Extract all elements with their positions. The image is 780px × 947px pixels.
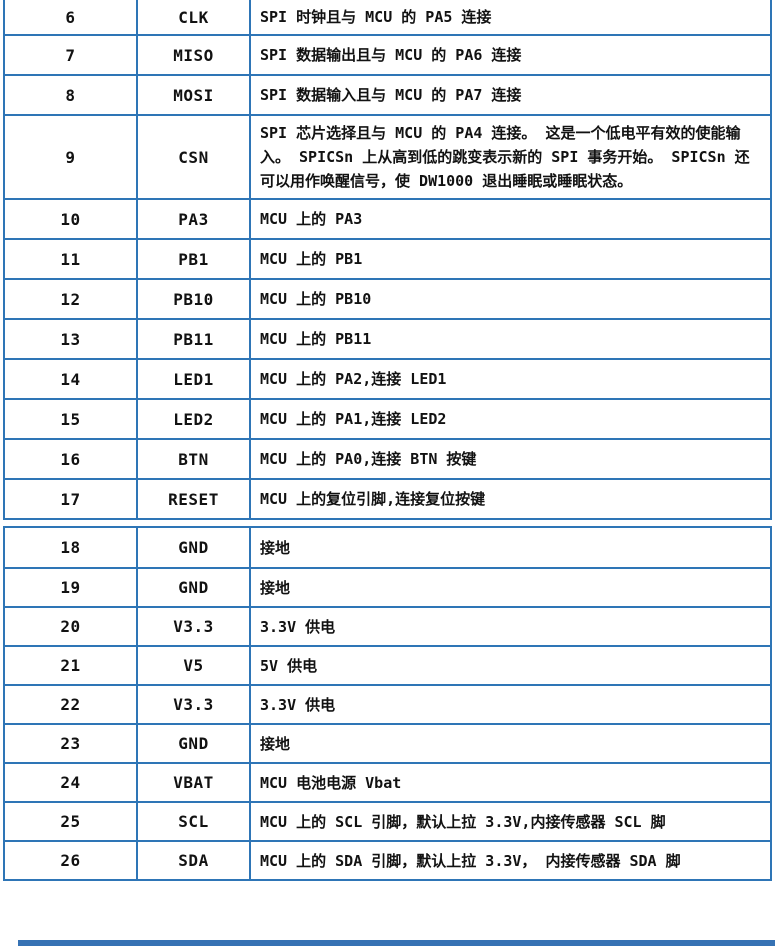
- table-row: 17 RESET MCU 上的复位引脚,连接复位按键: [5, 478, 770, 518]
- pin-number-cell: 9: [65, 147, 76, 167]
- pin-number-cell: 23: [60, 734, 81, 753]
- pin-description-cell: MCU 上的 PB11: [249, 320, 770, 358]
- table-row: 22 V3.3 3.3V 供电: [5, 684, 770, 723]
- table-row: 8 MOSI SPI 数据输入且与 MCU 的 PA7 连接: [5, 74, 770, 114]
- pin-description-cell: MCU 上的 SCL 引脚，默认上拉 3.3V,内接传感器 SCL 脚: [249, 803, 770, 840]
- pin-number-cell: 7: [65, 45, 76, 65]
- table-row: 25 SCL MCU 上的 SCL 引脚，默认上拉 3.3V,内接传感器 SCL…: [5, 801, 770, 840]
- pin-description-cell: SPI 时钟且与 MCU 的 PA5 连接: [249, 0, 770, 34]
- pin-description-cell: MCU 上的复位引脚,连接复位按键: [249, 480, 770, 518]
- pin-description-cell: MCU 上的 PA3: [249, 200, 770, 238]
- pin-number-cell: 16: [60, 449, 81, 469]
- pin-name-cell: GND: [136, 569, 249, 606]
- pin-name-cell: GND: [136, 528, 249, 567]
- pin-table-lower-section: 18 GND 接地 19 GND 接地 20 V3.3 3.3V 供电 21 V…: [3, 526, 772, 881]
- table-row: 13 PB11 MCU 上的 PB11: [5, 318, 770, 358]
- pin-description-cell: MCU 电池电源 Vbat: [249, 764, 770, 801]
- pin-name-cell: RESET: [136, 480, 249, 518]
- pin-table-upper-section: 6 CLK SPI 时钟且与 MCU 的 PA5 连接 7 MISO SPI 数…: [3, 0, 772, 520]
- table-row: 18 GND 接地: [5, 528, 770, 567]
- pin-number-cell: 15: [60, 409, 81, 429]
- pin-description-cell: 3.3V 供电: [249, 686, 770, 723]
- pin-description-cell: 接地: [249, 569, 770, 606]
- pin-number-cell: 26: [60, 851, 81, 870]
- pin-name-cell: PB10: [136, 280, 249, 318]
- pin-number-cell: 13: [60, 329, 81, 349]
- pin-description-cell: 接地: [249, 725, 770, 762]
- pin-description-cell: SPI 数据输入且与 MCU 的 PA7 连接: [249, 76, 770, 114]
- table-row: 9 CSN SPI 芯片选择且与 MCU 的 PA4 连接。 这是一个低电平有效…: [5, 114, 770, 198]
- pin-description-cell: 5V 供电: [249, 647, 770, 684]
- pin-name-cell: CSN: [136, 116, 249, 198]
- pin-name-cell: LED1: [136, 360, 249, 398]
- pin-description-cell: MCU 上的 PA1,连接 LED2: [249, 400, 770, 438]
- pin-description-cell: MCU 上的 PB10: [249, 280, 770, 318]
- table-row: 16 BTN MCU 上的 PA0,连接 BTN 按键: [5, 438, 770, 478]
- table-row: 19 GND 接地: [5, 567, 770, 606]
- pin-description-cell: MCU 上的 PA0,连接 BTN 按键: [249, 440, 770, 478]
- table-row: 21 V5 5V 供电: [5, 645, 770, 684]
- pin-name-cell: V5: [136, 647, 249, 684]
- pin-number-cell: 19: [60, 578, 81, 597]
- pin-name-cell: CLK: [136, 0, 249, 34]
- pin-description-cell: 3.3V 供电: [249, 608, 770, 645]
- pin-number-cell: 24: [60, 773, 81, 792]
- pin-name-cell: GND: [136, 725, 249, 762]
- table-row: 24 VBAT MCU 电池电源 Vbat: [5, 762, 770, 801]
- pin-number-cell: 11: [60, 249, 81, 269]
- pin-number-cell: 25: [60, 812, 81, 831]
- pin-name-cell: PB11: [136, 320, 249, 358]
- pin-number-cell: 14: [60, 369, 81, 389]
- table-row: 7 MISO SPI 数据输出且与 MCU 的 PA6 连接: [5, 34, 770, 74]
- table-row: 10 PA3 MCU 上的 PA3: [5, 198, 770, 238]
- pin-description-cell: 接地: [249, 528, 770, 567]
- pin-name-cell: MISO: [136, 36, 249, 74]
- pin-number-cell: 17: [60, 489, 81, 509]
- pin-name-cell: LED2: [136, 400, 249, 438]
- pin-description-cell: MCU 上的 SDA 引脚，默认上拉 3.3V， 内接传感器 SDA 脚: [249, 842, 770, 879]
- table-row: 11 PB1 MCU 上的 PB1: [5, 238, 770, 278]
- pin-name-cell: BTN: [136, 440, 249, 478]
- pin-number-cell: 12: [60, 289, 81, 309]
- pin-name-cell: PB1: [136, 240, 249, 278]
- table-row: 12 PB10 MCU 上的 PB10: [5, 278, 770, 318]
- pin-name-cell: VBAT: [136, 764, 249, 801]
- pin-number-cell: 21: [60, 656, 81, 675]
- pin-description-cell: MCU 上的 PB1: [249, 240, 770, 278]
- next-table-header-bar: [18, 940, 775, 946]
- pin-number-cell: 8: [65, 85, 76, 105]
- pin-number-cell: 18: [60, 538, 81, 557]
- table-row: 23 GND 接地: [5, 723, 770, 762]
- pin-name-cell: SCL: [136, 803, 249, 840]
- table-row: 20 V3.3 3.3V 供电: [5, 606, 770, 645]
- pin-name-cell: SDA: [136, 842, 249, 879]
- table-row: 15 LED2 MCU 上的 PA1,连接 LED2: [5, 398, 770, 438]
- pin-name-cell: MOSI: [136, 76, 249, 114]
- pin-description-cell: MCU 上的 PA2,连接 LED1: [249, 360, 770, 398]
- pin-number-cell: 20: [60, 617, 81, 636]
- pin-name-cell: PA3: [136, 200, 249, 238]
- table-row: 6 CLK SPI 时钟且与 MCU 的 PA5 连接: [5, 0, 770, 34]
- pin-description-cell: SPI 数据输出且与 MCU 的 PA6 连接: [249, 36, 770, 74]
- pin-name-cell: V3.3: [136, 686, 249, 723]
- pin-number-cell: 22: [60, 695, 81, 714]
- table-row: 14 LED1 MCU 上的 PA2,连接 LED1: [5, 358, 770, 398]
- pin-name-cell: V3.3: [136, 608, 249, 645]
- pin-number-cell: 6: [65, 7, 76, 27]
- pin-description-cell: SPI 芯片选择且与 MCU 的 PA4 连接。 这是一个低电平有效的使能输入。…: [249, 116, 770, 198]
- pin-number-cell: 10: [60, 209, 81, 229]
- table-row: 26 SDA MCU 上的 SDA 引脚，默认上拉 3.3V， 内接传感器 SD…: [5, 840, 770, 879]
